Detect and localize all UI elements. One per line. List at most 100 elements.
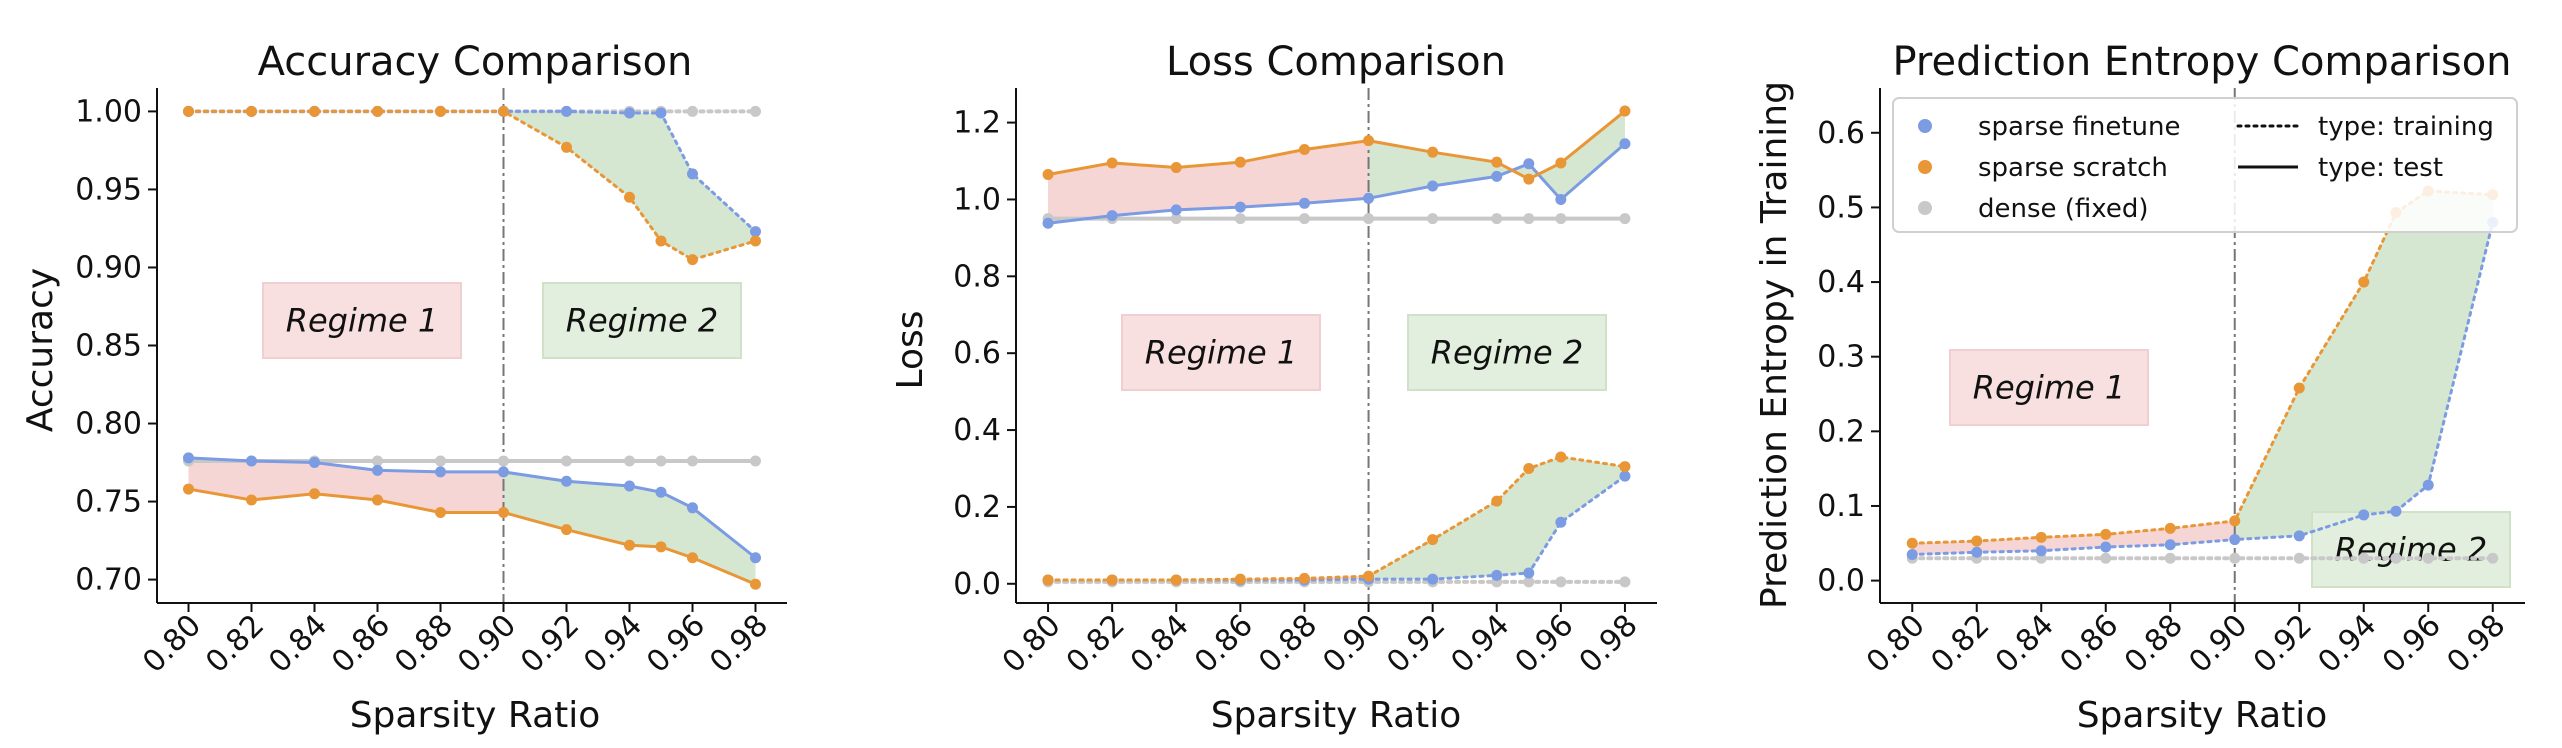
sparse-scratch-test-point — [750, 578, 761, 590]
y-tick-label: 0.85 — [75, 329, 142, 364]
regime-2-shading — [1368, 456, 1625, 580]
x-tick-label: 0.94 — [2311, 608, 2383, 680]
regime-2-shading — [1368, 111, 1625, 200]
dense-fixed-training-point — [750, 105, 761, 117]
sparse-scratch-training-point — [2164, 522, 2176, 534]
sparse-scratch-training-point — [1298, 572, 1310, 584]
dense-fixed-training-point — [2358, 552, 2370, 564]
legend-entry: sparse finetune — [1978, 112, 2180, 142]
sparse-scratch-test-point — [1619, 105, 1631, 117]
x-tick-label: 0.84 — [1124, 608, 1196, 680]
sparse-finetune-test-point — [687, 502, 698, 514]
sparse-finetune-test-point — [435, 466, 446, 478]
sparse-finetune-training-point — [1491, 569, 1503, 581]
regime-label: Regime 2 — [2335, 531, 2488, 569]
sparse-scratch-test-point — [1042, 168, 1054, 180]
sparse-scratch-test-point — [1234, 156, 1246, 168]
loss-ylabel: Loss — [890, 311, 931, 390]
dense-fixed-training-point — [2229, 552, 2241, 564]
sparse-scratch-training-point — [655, 235, 667, 247]
y-tick-label: 1.2 — [953, 106, 1001, 141]
sparse-finetune-test-point — [561, 475, 572, 487]
x-tick-label: 0.90 — [2182, 608, 2254, 680]
dense-fixed-test-point — [435, 455, 446, 467]
sparse-finetune-test-point — [1491, 170, 1503, 182]
legend-line-type: type: training — [2318, 112, 2494, 142]
sparse-scratch-training-point — [1906, 537, 1918, 549]
accuracy-panel: Accuracy Comparison Sparsity Ratio Accur… — [20, 39, 787, 736]
sparse-finetune-training-point — [561, 105, 572, 117]
y-tick-label: 0.2 — [953, 490, 1001, 525]
sparse-finetune-training-point — [1427, 573, 1439, 585]
sparse-finetune-training-point — [1906, 548, 1918, 560]
sparse-finetune-training-point — [2164, 539, 2176, 551]
x-tick-label: 0.98 — [703, 608, 775, 680]
sparse-finetune-test-point — [1298, 197, 1310, 209]
x-tick-label: 0.84 — [1989, 608, 2061, 680]
dense-fixed-test-point — [498, 455, 509, 467]
sparse-finetune-training-point — [2422, 479, 2434, 491]
regime-box — [1949, 349, 2149, 426]
dense-fixed-training-point — [2164, 552, 2176, 564]
sparse-scratch-test-point — [1363, 135, 1375, 147]
regime-2-shading — [2234, 191, 2493, 540]
accuracy-plot: Regime 1 Regime 2 0.70 0.75 0.80 0.85 0.90 0.95… — [75, 88, 787, 680]
legend-line-type: type: test — [2318, 153, 2443, 183]
sparse-scratch-test-point — [624, 539, 635, 551]
dense-fixed-test-point — [1427, 213, 1439, 225]
sparse-finetune-test-point — [1619, 138, 1631, 150]
sparse-finetune-training-point — [1523, 567, 1535, 579]
x-tick-label: 0.88 — [2118, 608, 2190, 680]
dense-fixed-test-point — [687, 455, 698, 467]
sparse-scratch-test-point — [435, 506, 446, 518]
y-tick-label: 0.95 — [75, 172, 142, 207]
x-tick-label: 0.94 — [1444, 608, 1516, 680]
sparse-scratch-training-point — [435, 105, 446, 117]
sparse-scratch-test-point — [687, 552, 698, 564]
sparse-scratch-training-point — [561, 141, 572, 153]
sparse-finetune-test-point — [1106, 210, 1118, 222]
sparse-scratch-training-point — [750, 235, 761, 247]
legend-entry: dense (fixed) — [1978, 194, 2149, 224]
dense-fixed-test-point — [1170, 213, 1182, 225]
y-tick-label: 0.1 — [1817, 489, 1865, 524]
x-tick-label: 0.86 — [2053, 608, 2125, 680]
sparse-scratch-training-point — [1170, 574, 1182, 586]
x-tick-label: 0.98 — [1573, 608, 1645, 680]
dense-fixed-training-point — [2390, 552, 2402, 564]
sparse-scratch-training-point — [2358, 276, 2370, 288]
y-tick-label: 0.5 — [1817, 190, 1865, 225]
dense-fixed-test-point — [1523, 213, 1535, 225]
sparse-finetune-test-point — [1427, 180, 1439, 192]
x-tick-label: 0.86 — [1188, 608, 1260, 680]
sparse-scratch-training-point — [1555, 451, 1567, 463]
sparse-finetune-test-point — [1555, 193, 1567, 205]
x-tick-label: 0.96 — [1509, 608, 1581, 680]
y-tick-label: 1.0 — [953, 182, 1001, 217]
sparse-scratch-training-point — [1106, 574, 1118, 586]
sparse-finetune-test-point — [750, 552, 761, 564]
legend-marker — [1918, 160, 1932, 174]
sparse-finetune-training-point — [1971, 546, 1983, 558]
entropy-title: Prediction Entropy Comparison — [1892, 39, 2511, 85]
regime-label: Regime 1 — [286, 302, 439, 340]
sparse-finetune-test-point — [1523, 158, 1535, 170]
legend-box — [1892, 97, 2518, 233]
sparse-scratch-training-point — [1971, 535, 1983, 547]
y-tick-label: 0.8 — [953, 259, 1001, 294]
dense-fixed-training-point — [2100, 552, 2112, 564]
regime-label: Regime 1 — [1145, 334, 1298, 372]
regime-label: Regime 2 — [1431, 334, 1584, 372]
entropy-xlabel: Sparsity Ratio — [2077, 695, 2328, 736]
sparse-scratch-test-point — [309, 488, 320, 500]
sparse-finetune-training-point — [1619, 470, 1631, 482]
x-tick-label: 0.86 — [325, 608, 397, 680]
y-tick-label: 0.75 — [75, 485, 142, 520]
sparse-scratch-test-point — [1298, 143, 1310, 155]
regime-box — [262, 282, 462, 359]
sparse-scratch-test-point — [1555, 157, 1567, 169]
dense-fixed-test-point — [1555, 213, 1567, 225]
sparse-finetune-training-point — [2293, 530, 2305, 542]
sparse-finetune-test-point — [372, 464, 383, 476]
